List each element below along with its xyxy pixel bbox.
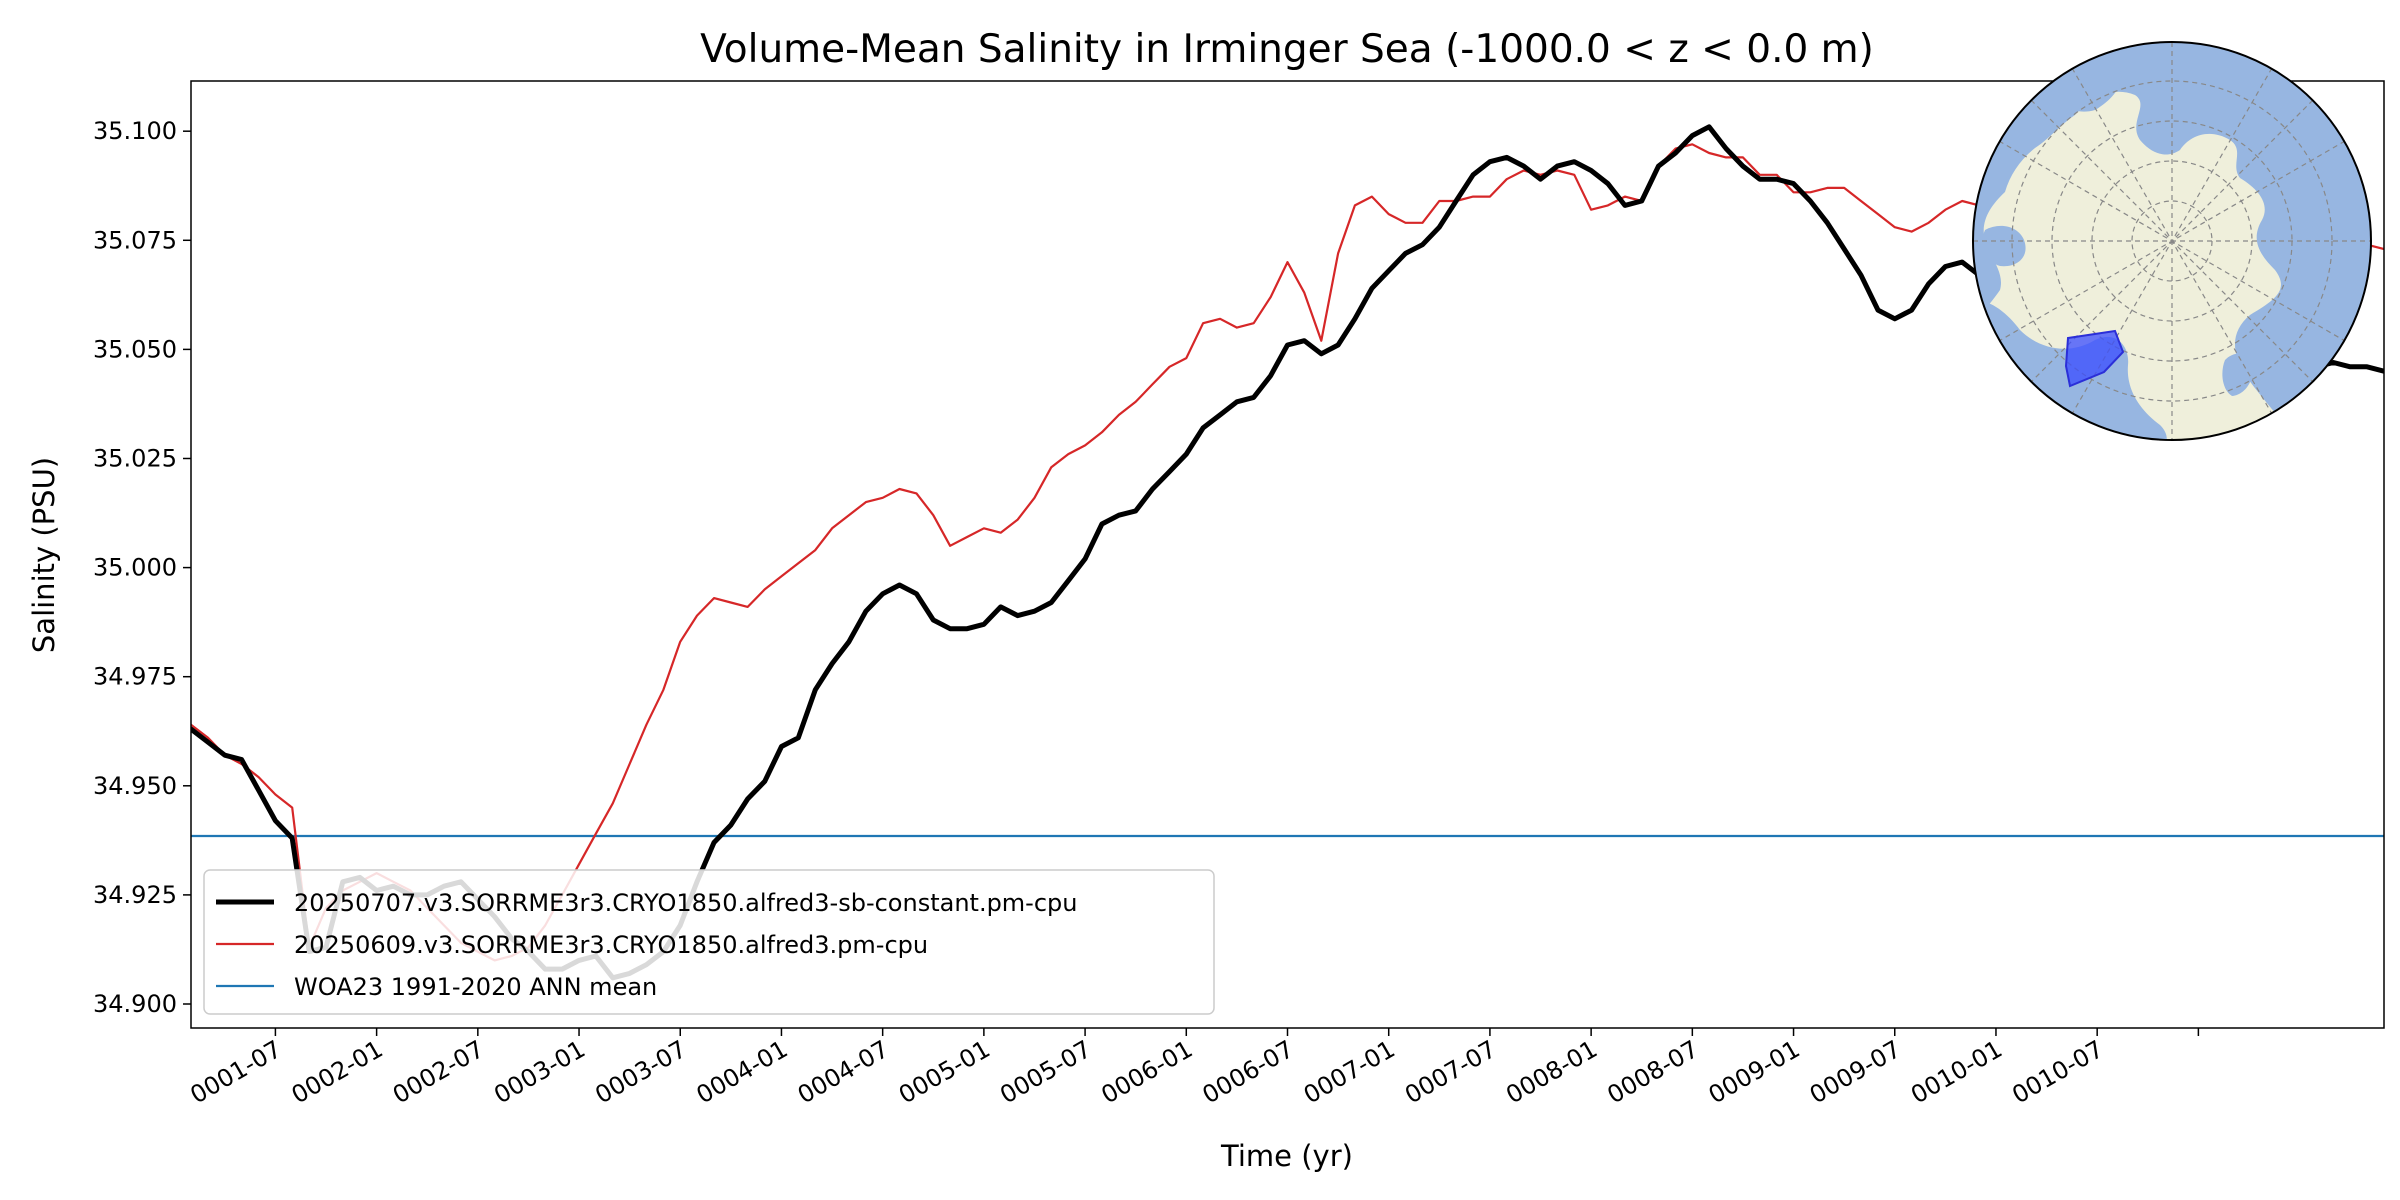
y-tick-label: 34.900 xyxy=(93,990,177,1018)
y-tick-label: 35.050 xyxy=(93,335,177,363)
x-tick-label: 0006-07 xyxy=(1198,1035,1299,1109)
legend-label-series-2: 20250609.v3.SORRME3r3.CRYO1850.alfred3.p… xyxy=(294,931,928,959)
map-gridlines xyxy=(1973,42,2371,440)
map-baltic xyxy=(2222,353,2253,396)
y-tick-label: 34.925 xyxy=(93,881,177,909)
y-tick-label: 35.000 xyxy=(93,554,177,582)
legend-label-series-3: WOA23 1991-2020 ANN mean xyxy=(294,973,657,1001)
y-tick-label: 35.025 xyxy=(93,444,177,472)
x-tick-label: 0007-01 xyxy=(1299,1035,1400,1109)
x-tick-label: 0008-01 xyxy=(1501,1035,1602,1109)
legend-label-series-1: 20250707.v3.SORRME3r3.CRYO1850.alfred3-s… xyxy=(294,889,1077,917)
x-tick-label: 0007-07 xyxy=(1400,1035,1501,1109)
x-tick-label: 0009-01 xyxy=(1704,1035,1805,1109)
x-tick-label: 0010-01 xyxy=(1906,1035,2007,1109)
y-tick-label: 34.975 xyxy=(93,663,177,691)
x-tick-label: 0005-01 xyxy=(894,1035,995,1109)
x-tick-label: 0004-07 xyxy=(793,1035,894,1109)
y-tick-label: 34.950 xyxy=(93,772,177,800)
chart-title: Volume-Mean Salinity in Irminger Sea (-1… xyxy=(700,27,1874,72)
inset-map xyxy=(1972,41,2372,441)
y-axis-label: Salinity (PSU) xyxy=(27,457,61,653)
x-tick-label: 0004-01 xyxy=(692,1035,793,1109)
x-tick-label: 0009-07 xyxy=(1805,1035,1906,1109)
y-axis-ticks: 34.900 34.925 34.950 34.975 35.000 35.025 35.0… xyxy=(93,117,191,1018)
x-tick-label: 0002-07 xyxy=(388,1035,489,1109)
x-tick-label: 0010-07 xyxy=(2007,1035,2108,1109)
x-tick-label: 0001-07 xyxy=(186,1035,287,1109)
y-tick-label: 35.100 xyxy=(93,117,177,145)
legend: 20250707.v3.SORRME3r3.CRYO1850.alfred3-s… xyxy=(203,869,1215,1015)
x-axis-ticks: 0001-07 0002-01 0002-07 0003-01 0003-07 0004-… xyxy=(186,1028,2200,1109)
x-tick-label: 0005-07 xyxy=(995,1035,1096,1109)
x-tick-label: 0003-01 xyxy=(489,1035,590,1109)
map-hudson-bay xyxy=(1982,225,2026,267)
x-tick-label: 0008-07 xyxy=(1602,1035,1703,1109)
axes-frame xyxy=(190,80,2385,1029)
y-tick-label: 35.075 xyxy=(93,226,177,254)
irminger-sea-region xyxy=(2064,329,2125,388)
x-tick-label: 0006-01 xyxy=(1096,1035,1197,1109)
x-tick-label: 0003-07 xyxy=(590,1035,691,1109)
x-axis-label: Time (yr) xyxy=(1220,1139,1353,1173)
x-tick-label: 0002-01 xyxy=(287,1035,388,1109)
map-border xyxy=(1972,41,2372,441)
legend-frame xyxy=(203,869,1215,1015)
